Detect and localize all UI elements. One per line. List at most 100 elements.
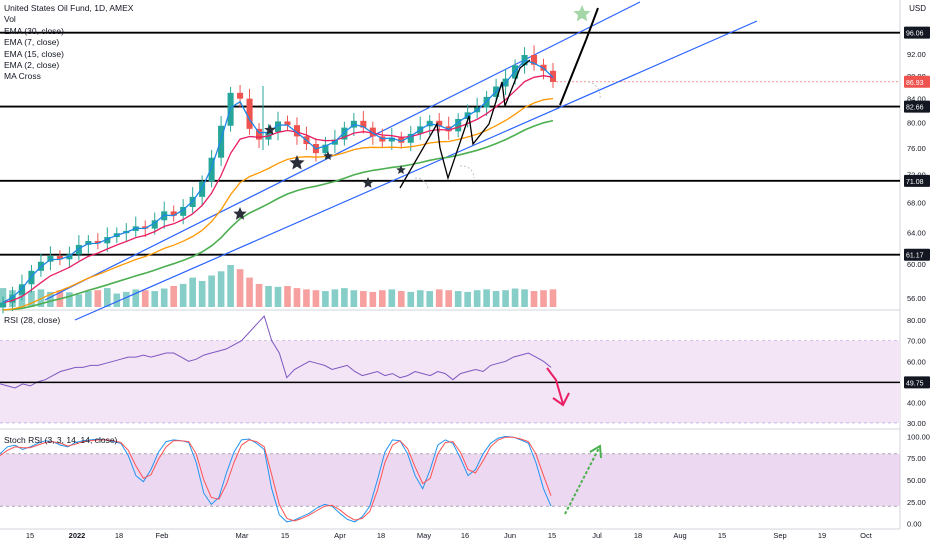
candle-body (75, 244, 82, 255)
x-tick-label: 19 (818, 531, 826, 540)
candle-body (246, 98, 253, 129)
x-tick-label: 18 (634, 531, 642, 540)
level-price-tag (904, 174, 930, 187)
volume-bar (28, 291, 35, 307)
volume-bar (511, 288, 519, 307)
stoch-tick-label: 75.00 (907, 454, 926, 463)
volume-bar (341, 288, 348, 307)
volume-bar (407, 291, 415, 307)
rsi-down-arrow (546, 367, 564, 405)
level-price-tag (904, 248, 930, 261)
price-tick-label: 92.00 (907, 50, 926, 59)
x-tick-label: Apr (334, 531, 346, 540)
x-tick-label: 2022 (69, 531, 86, 540)
last-price-label: 86.93 (906, 80, 924, 87)
x-tick-label: May (417, 531, 431, 540)
x-tick-label: Oct (860, 531, 873, 540)
candle-body (436, 120, 443, 127)
volume-bar (397, 291, 405, 307)
candle-body (0, 302, 7, 308)
volume-bar (521, 289, 528, 307)
volume-bar (246, 277, 253, 307)
rsi-level-label: 49.75 (906, 380, 924, 387)
volume-bar (189, 277, 196, 307)
candle-body (47, 256, 54, 262)
candle-body (218, 125, 225, 158)
candle-body (208, 157, 215, 182)
stoch-band (0, 453, 900, 507)
volume-bar (350, 290, 358, 307)
x-tick-label: 16 (461, 531, 469, 540)
x-tick-label: Jul (592, 531, 602, 540)
level-price-tag (904, 26, 930, 39)
stoch-up-arrow (564, 447, 600, 515)
stoch-tick-label: 0.00 (907, 520, 922, 529)
stoch-up-arrow-head (589, 444, 602, 459)
candle-body (180, 206, 187, 216)
rsi-tick-label: 60.00 (907, 357, 926, 366)
level-price-label: 96.06 (906, 31, 924, 38)
candle-body (455, 118, 462, 132)
volume-bar (360, 291, 367, 307)
x-tick-label: Feb (156, 531, 169, 540)
stoch-d-line (0, 436, 552, 522)
candle-body (388, 137, 395, 142)
rsi-tick-label: 80.00 (907, 316, 926, 325)
x-tick-label: 18 (115, 531, 123, 540)
price-tick-label: 68.00 (907, 199, 926, 208)
candle-body (56, 256, 63, 260)
price-tick-label: 80.00 (907, 119, 926, 128)
price-tick-label: 56.00 (907, 294, 926, 303)
volume-bar (483, 289, 490, 307)
legend-ema15: EMA (15, close) (4, 48, 64, 59)
volume-bar (331, 289, 339, 307)
candle-body (369, 127, 376, 137)
volume-bar (369, 291, 377, 307)
channel-upper-line (44, 1, 641, 301)
volume-bar (322, 291, 329, 307)
x-tick-label: Sep (773, 531, 786, 540)
volume-bar (464, 291, 471, 307)
legend-macross: MA Cross (4, 71, 41, 82)
volume-bar (426, 291, 434, 307)
angle-arc (587, 81, 601, 99)
level-price-label: 61.17 (906, 253, 924, 260)
rsi-tick-label: 40.00 (907, 398, 926, 407)
volume-bar (132, 289, 140, 307)
ema-2-line (2, 59, 554, 304)
volume-bar (85, 291, 92, 307)
volume-bar (492, 291, 500, 307)
volume-bar (265, 286, 272, 307)
volume-bar (540, 290, 547, 307)
volume-bar (274, 286, 282, 307)
candle-body (274, 121, 282, 132)
rsi-line (0, 315, 552, 389)
stoch-k-line (0, 435, 552, 523)
pattern-star-icon (264, 124, 276, 135)
x-tick-label: Jun (504, 531, 516, 540)
projection-line (559, 39, 587, 106)
projection-line (585, 7, 599, 41)
target-star-icon (573, 5, 591, 22)
volume-bar (473, 290, 481, 307)
volume-bar (312, 290, 320, 307)
volume-bar (236, 269, 244, 307)
legend-symbol: United States Oil Fund, 1D, AMEX (4, 3, 134, 13)
volume-bar (293, 288, 301, 307)
volume-bar (303, 289, 310, 307)
stoch-pane-label: Stoch RSI (3, 3, 14, 14, close) (4, 435, 118, 445)
candle-body (170, 211, 177, 216)
volume-bar (47, 291, 54, 307)
candle-body (322, 144, 329, 154)
angle-arc (414, 177, 429, 191)
volume-bar (122, 291, 130, 307)
level-price-tag (904, 100, 930, 113)
candle-body (142, 226, 149, 229)
level-price-label: 82.66 (906, 105, 924, 112)
candle-body (407, 133, 414, 143)
rsi-pane-label: RSI (28, close) (4, 315, 61, 325)
angle-arc (459, 165, 475, 179)
rsi-tick-label: 70.00 (907, 337, 926, 346)
